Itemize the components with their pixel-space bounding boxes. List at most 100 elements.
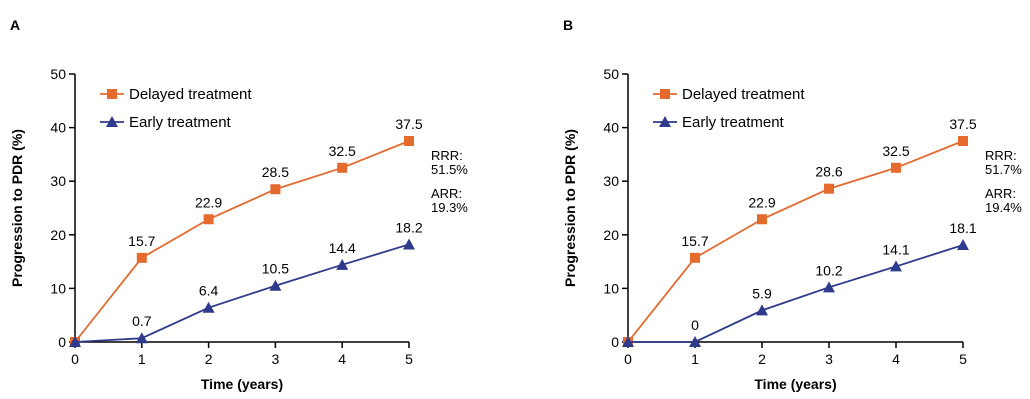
y-tick-label: 0 (611, 334, 619, 350)
data-label: 15.7 (128, 233, 155, 249)
panel-label: B (563, 17, 573, 33)
data-label: 15.7 (681, 233, 708, 249)
x-tick-label: 1 (138, 351, 146, 367)
data-label: 10.5 (262, 261, 289, 277)
series-early: 0 5.9 10.2 14.1 18.1 (622, 220, 977, 347)
legend-marker-triangle (106, 116, 118, 127)
data-label: 5.9 (752, 285, 772, 301)
rrr-annotation: RRR:51.5% (431, 148, 468, 177)
y-tick-label: 20 (50, 227, 66, 243)
data-point-triangle (756, 304, 768, 316)
x-tick-label: 1 (691, 351, 699, 367)
annotation-text: 19.4% (985, 200, 1022, 215)
data-label: 10.2 (815, 262, 842, 278)
data-point-triangle (336, 258, 349, 270)
data-label: 14.1 (882, 241, 909, 257)
annotation-text: 51.7% (985, 162, 1022, 177)
data-label: 0 (691, 317, 699, 333)
y-axis-label: Progression to PDR (%) (562, 129, 578, 287)
x-tick-label: 2 (205, 351, 213, 367)
data-label: 22.9 (748, 194, 775, 210)
data-point-triangle (269, 279, 282, 291)
series-delayed: 15.7 22.9 28.6 32.5 37.5 (623, 116, 977, 347)
y-tick-label: 30 (50, 173, 66, 189)
chart-panel-a: A 0 10 20 30 40 50 0 1 2 3 4 5 Time (years) Progressio… (9, 17, 468, 392)
annotation-text: RRR: (985, 148, 1017, 163)
rrr-annotation: RRR:51.7% (985, 148, 1022, 177)
data-label: 6.4 (199, 283, 219, 299)
annotation-text: ARR: (985, 186, 1016, 201)
data-point-square (270, 184, 281, 195)
x-tick-label: 2 (758, 351, 766, 367)
data-label: 28.6 (815, 164, 842, 180)
series-delayed: 15.7 22.9 28.5 32.5 37.5 (70, 116, 423, 347)
data-point-triangle (202, 301, 215, 313)
y-tick-label: 40 (50, 120, 66, 136)
x-axis-label: Time (years) (754, 376, 836, 392)
legend-entry-delayed: Delayed treatment (100, 86, 252, 103)
legend-marker-triangle (659, 116, 671, 127)
data-point-square (203, 214, 214, 225)
data-point-square (136, 252, 147, 263)
legend-entry-early: Early treatment (653, 114, 785, 131)
legend-label: Early treatment (682, 114, 785, 131)
series-early: 0.7 6.4 10.5 14.4 18.2 (69, 219, 423, 347)
y-tick-label: 10 (603, 280, 619, 296)
y-tick-label: 30 (603, 173, 619, 189)
data-point-square (824, 183, 834, 194)
x-tick-label: 0 (71, 351, 79, 367)
y-tick-label: 50 (603, 66, 619, 82)
legend-marker-square (107, 89, 117, 99)
data-label: 37.5 (949, 116, 976, 132)
data-label: 22.9 (195, 194, 222, 210)
data-point-square (958, 136, 968, 146)
data-point-square (404, 136, 414, 146)
y-tick-label: 10 (50, 280, 66, 296)
data-label: 14.4 (329, 240, 356, 256)
x-tick-label: 4 (892, 351, 900, 367)
data-label: 0.7 (132, 313, 152, 329)
x-tick-label: 3 (272, 351, 280, 367)
data-label: 18.2 (395, 219, 422, 235)
x-tick-label: 5 (405, 351, 413, 367)
y-tick-label: 0 (58, 334, 66, 350)
series-line (628, 244, 964, 343)
series-line (627, 140, 964, 343)
data-point-triangle (135, 332, 148, 344)
x-tick-label: 5 (959, 351, 967, 367)
y-tick-label: 20 (603, 227, 619, 243)
y-axis-label: Progression to PDR (%) (9, 129, 25, 287)
panel-label: A (10, 17, 20, 33)
annotation-text: 19.3% (431, 200, 468, 215)
arr-annotation: ARR:19.4% (985, 186, 1022, 215)
data-point-triangle (69, 336, 81, 347)
data-label: 18.1 (949, 220, 976, 236)
annotation-text: 51.5% (431, 162, 468, 177)
annotation-text: ARR: (431, 186, 462, 201)
data-point-triangle (622, 336, 634, 347)
x-tick-label: 0 (624, 351, 632, 367)
legend-entry-early: Early treatment (100, 114, 232, 131)
x-tick-label: 4 (338, 351, 346, 367)
series-line (74, 243, 410, 343)
data-label: 32.5 (329, 143, 356, 159)
data-label: 28.5 (262, 164, 289, 180)
data-point-triangle (403, 238, 415, 250)
data-point-triangle (957, 238, 969, 250)
data-label: 32.5 (882, 143, 909, 159)
legend-marker-square (660, 89, 670, 99)
y-tick-label: 40 (603, 120, 619, 136)
annotation-text: RRR: (431, 148, 463, 163)
data-point-square (757, 214, 767, 225)
x-tick-label: 3 (825, 351, 833, 367)
legend-entry-delayed: Delayed treatment (653, 86, 805, 103)
data-label: 37.5 (395, 116, 422, 132)
legend-label: Delayed treatment (129, 86, 252, 103)
data-point-triangle (890, 260, 902, 272)
series-line (74, 140, 410, 343)
data-point-square (690, 252, 700, 263)
data-point-square (337, 162, 348, 173)
data-point-triangle (823, 281, 835, 293)
legend-label: Early treatment (129, 114, 232, 131)
